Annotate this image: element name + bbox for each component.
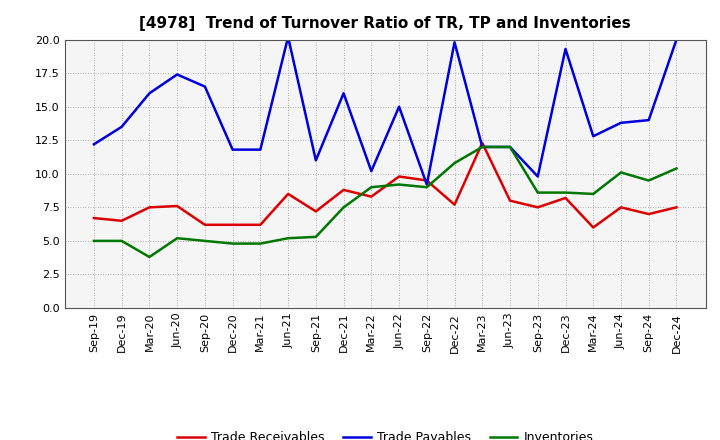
Trade Receivables bbox=[589, 225, 598, 230]
Trade Receivables bbox=[616, 205, 625, 210]
Trade Receivables bbox=[561, 195, 570, 201]
Trade Receivables bbox=[284, 191, 292, 197]
Inventories bbox=[395, 182, 403, 187]
Inventories bbox=[589, 191, 598, 197]
Inventories bbox=[339, 205, 348, 210]
Inventories bbox=[312, 234, 320, 239]
Trade Receivables bbox=[423, 178, 431, 183]
Trade Payables bbox=[561, 46, 570, 51]
Trade Receivables bbox=[339, 187, 348, 193]
Trade Payables bbox=[505, 144, 514, 150]
Trade Receivables bbox=[201, 222, 210, 227]
Trade Payables bbox=[644, 117, 653, 123]
Trade Receivables bbox=[478, 140, 487, 146]
Trade Payables bbox=[478, 144, 487, 150]
Inventories bbox=[367, 185, 376, 190]
Inventories bbox=[145, 254, 154, 260]
Inventories bbox=[616, 170, 625, 175]
Inventories bbox=[117, 238, 126, 244]
Trade Payables bbox=[201, 84, 210, 89]
Line: Inventories: Inventories bbox=[94, 147, 677, 257]
Title: [4978]  Trend of Turnover Ratio of TR, TP and Inventories: [4978] Trend of Turnover Ratio of TR, TP… bbox=[140, 16, 631, 32]
Trade Payables bbox=[256, 147, 265, 152]
Trade Payables bbox=[145, 91, 154, 96]
Inventories bbox=[450, 161, 459, 166]
Trade Receivables bbox=[367, 194, 376, 199]
Trade Payables bbox=[450, 40, 459, 45]
Trade Receivables bbox=[672, 205, 681, 210]
Inventories bbox=[173, 235, 181, 241]
Trade Payables bbox=[173, 72, 181, 77]
Line: Trade Receivables: Trade Receivables bbox=[94, 143, 677, 227]
Trade Payables bbox=[395, 104, 403, 109]
Inventories bbox=[505, 144, 514, 150]
Trade Receivables bbox=[256, 222, 265, 227]
Trade Payables bbox=[339, 91, 348, 96]
Trade Payables bbox=[423, 182, 431, 187]
Inventories bbox=[423, 185, 431, 190]
Trade Payables bbox=[589, 134, 598, 139]
Line: Trade Payables: Trade Payables bbox=[94, 37, 677, 184]
Inventories bbox=[561, 190, 570, 195]
Trade Receivables bbox=[534, 205, 542, 210]
Inventories bbox=[228, 241, 237, 246]
Inventories bbox=[201, 238, 210, 244]
Inventories bbox=[256, 241, 265, 246]
Trade Payables bbox=[312, 158, 320, 163]
Trade Payables bbox=[534, 174, 542, 179]
Inventories bbox=[644, 178, 653, 183]
Legend: Trade Receivables, Trade Payables, Inventories: Trade Receivables, Trade Payables, Inven… bbox=[172, 426, 598, 440]
Trade Payables bbox=[616, 120, 625, 125]
Trade Receivables bbox=[89, 216, 98, 221]
Trade Receivables bbox=[228, 222, 237, 227]
Trade Receivables bbox=[395, 174, 403, 179]
Trade Payables bbox=[117, 124, 126, 129]
Trade Payables bbox=[672, 37, 681, 42]
Trade Payables bbox=[284, 34, 292, 40]
Inventories bbox=[89, 238, 98, 244]
Trade Payables bbox=[228, 147, 237, 152]
Trade Receivables bbox=[145, 205, 154, 210]
Trade Payables bbox=[367, 169, 376, 174]
Inventories bbox=[672, 166, 681, 171]
Trade Payables bbox=[89, 142, 98, 147]
Trade Receivables bbox=[312, 209, 320, 214]
Trade Receivables bbox=[450, 202, 459, 207]
Trade Receivables bbox=[505, 198, 514, 203]
Trade Receivables bbox=[173, 203, 181, 209]
Inventories bbox=[534, 190, 542, 195]
Inventories bbox=[478, 144, 487, 150]
Trade Receivables bbox=[117, 218, 126, 224]
Trade Receivables bbox=[644, 211, 653, 216]
Inventories bbox=[284, 235, 292, 241]
